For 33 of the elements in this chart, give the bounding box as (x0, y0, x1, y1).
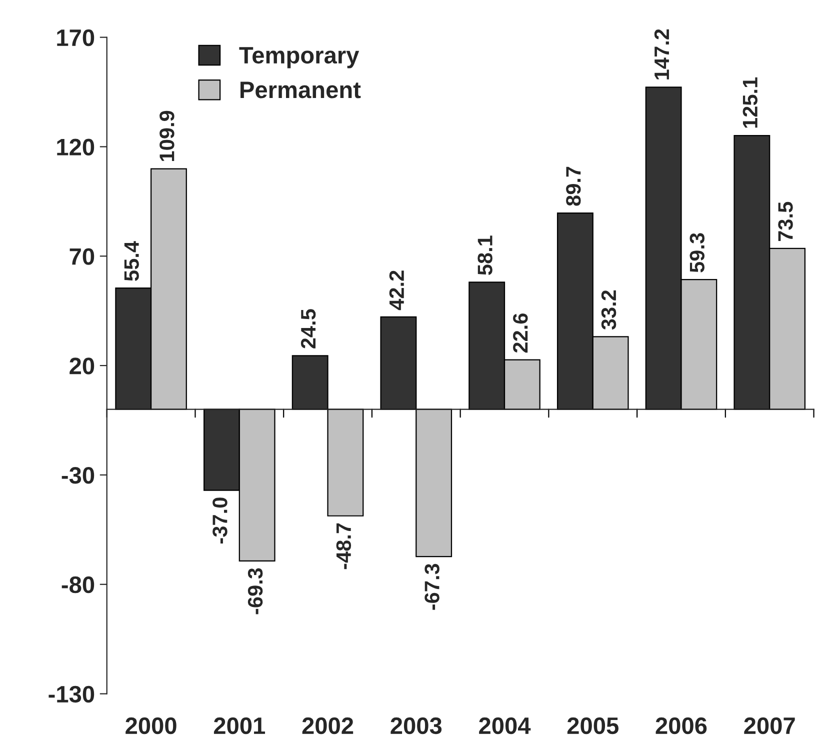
y-tick-label: 20 (70, 358, 94, 374)
data-label: -67.3 (424, 564, 440, 610)
x-tick-label: 2002 (302, 717, 354, 734)
data-label: 42.2 (389, 270, 404, 310)
x-tick-label: 2007 (744, 717, 795, 734)
y-tick-label: -30 (62, 467, 94, 484)
x-tick-label: 2004 (479, 717, 531, 734)
data-label: 73.5 (778, 202, 793, 242)
data-label: 24.5 (300, 309, 316, 348)
data-label: 147.2 (654, 29, 669, 80)
data-label: 109.9 (160, 110, 174, 161)
y-tick-label: -80 (62, 576, 94, 594)
data-label: 58.1 (478, 236, 492, 275)
x-tick-label: 2000 (126, 717, 176, 734)
data-label: -48.7 (336, 523, 352, 570)
legend-label: Permanent (240, 82, 361, 98)
data-label: -69.3 (248, 568, 263, 614)
x-tick-label: 2003 (390, 717, 442, 734)
data-label: 89.7 (566, 166, 581, 206)
y-tick-label: 170 (57, 29, 94, 46)
x-tick-label: 2005 (567, 717, 618, 734)
data-label: 55.4 (124, 241, 139, 281)
data-label: 33.2 (601, 290, 616, 330)
data-label: 59.3 (690, 233, 705, 272)
y-tick-label: 120 (57, 138, 94, 156)
legend-label: Temporary (239, 47, 360, 68)
x-tick-label: 2001 (214, 717, 266, 734)
data-label: 22.6 (513, 313, 528, 353)
y-tick-label: -130 (48, 686, 94, 703)
y-tick-label: 70 (70, 248, 94, 265)
data-label: 125.1 (742, 77, 758, 128)
data-label: -37.0 (212, 498, 228, 544)
x-tick-label: 2006 (656, 717, 707, 734)
